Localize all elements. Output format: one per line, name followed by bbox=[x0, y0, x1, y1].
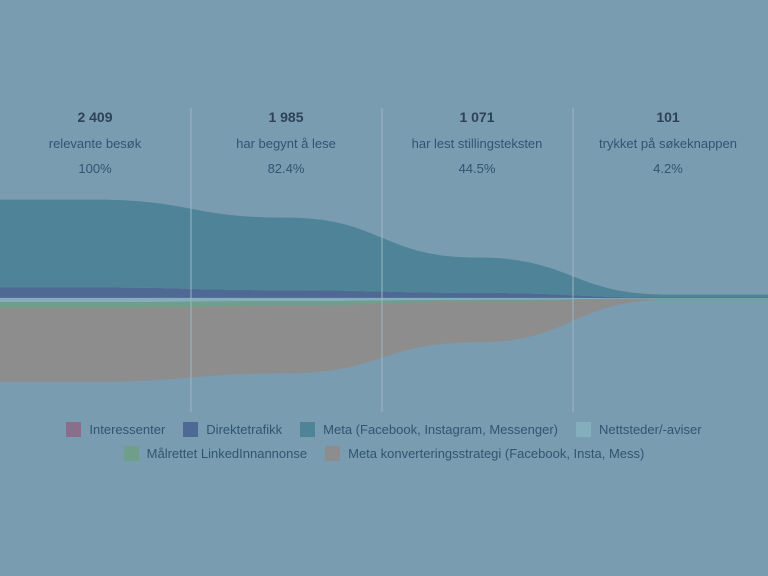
chart-legend: Interessenter Direktetrafikk Meta (Faceboo… bbox=[0, 422, 768, 461]
legend-label: Direktetrafikk bbox=[206, 422, 283, 437]
stage-2-label: har begynt å lese bbox=[236, 136, 336, 151]
area-meta-facebook-instagram-messenger bbox=[0, 199, 768, 298]
area-m-lrettet-linkedinnannonse bbox=[0, 298, 768, 308]
area-meta-konverteringsstrategi-facebook-insta-mess bbox=[0, 299, 768, 382]
funnel-chart: 2 409 relevante besøk 100% 1 985 har begynt … bbox=[0, 108, 768, 412]
legend-label: Meta konverteringsstrategi (Facebook, In… bbox=[348, 446, 645, 461]
stage-4-count: 101 bbox=[656, 109, 680, 125]
stage-1-pct: 100% bbox=[78, 161, 112, 176]
legend-swatch bbox=[66, 422, 82, 437]
legend-swatch bbox=[300, 422, 316, 437]
stage-1-label: relevante besøk bbox=[49, 136, 142, 151]
legend-item[interactable]: Nettsteder/-aviser bbox=[575, 422, 702, 437]
legend-swatch bbox=[325, 446, 341, 461]
legend-label: Målrettet LinkedInnannonse bbox=[146, 446, 308, 461]
stage-3-count: 1 071 bbox=[459, 109, 494, 125]
legend-label: Interessenter bbox=[89, 422, 166, 437]
legend-item[interactable]: Meta konverteringsstrategi (Facebook, In… bbox=[325, 446, 644, 461]
legend-row-2: Målrettet LinkedInnannonse Meta konverter… bbox=[0, 446, 768, 461]
stage-3-pct: 44.5% bbox=[459, 161, 496, 176]
legend-row-1: Interessenter Direktetrafikk Meta (Faceboo… bbox=[0, 422, 768, 437]
stage-2-count: 1 985 bbox=[268, 109, 303, 125]
legend-item[interactable]: Interessenter bbox=[66, 422, 165, 437]
stage-labels: 2 409 relevante besøk 100% 1 985 har begynt … bbox=[49, 109, 737, 176]
stage-1-count: 2 409 bbox=[77, 109, 112, 125]
stage-2-pct: 82.4% bbox=[268, 161, 305, 176]
stream-areas bbox=[0, 199, 768, 382]
legend-item[interactable]: Målrettet LinkedInnannonse bbox=[123, 446, 308, 461]
legend-swatch bbox=[575, 422, 591, 437]
area-nettsteder-aviser bbox=[0, 298, 768, 303]
legend-label: Nettsteder/-aviser bbox=[598, 422, 702, 437]
area-direktetrafikk bbox=[0, 287, 768, 298]
stage-4-pct: 4.2% bbox=[653, 161, 683, 176]
stage-dividers bbox=[190, 108, 574, 412]
legend-swatch bbox=[183, 422, 199, 437]
stage-4-label: trykket på søkeknappen bbox=[599, 136, 737, 151]
legend-label: Meta (Facebook, Instagram, Messenger) bbox=[323, 422, 558, 437]
legend-item[interactable]: Meta (Facebook, Instagram, Messenger) bbox=[300, 422, 558, 437]
legend-item[interactable]: Direktetrafikk bbox=[183, 422, 282, 437]
legend-swatch bbox=[123, 446, 139, 461]
stage-3-label: har lest stillingsteksten bbox=[412, 136, 543, 151]
